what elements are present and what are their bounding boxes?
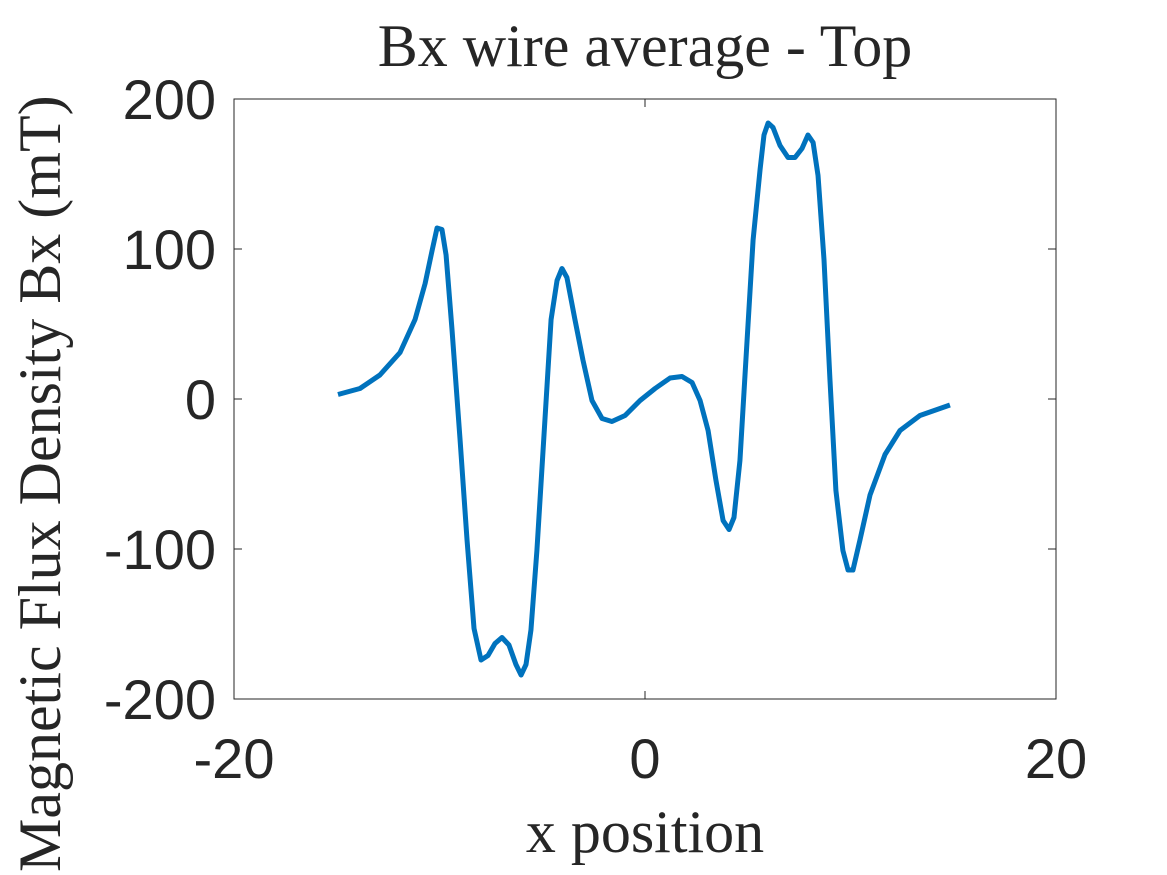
y-tick-label: -100 <box>104 518 216 581</box>
y-axis-label: Magnetic Flux Density Bx (mT) <box>7 95 73 872</box>
x-tick-label: -20 <box>194 727 275 790</box>
y-tick-label: 100 <box>123 218 216 281</box>
x-tick-label: 0 <box>629 727 660 790</box>
x-tick-label: 20 <box>1025 727 1087 790</box>
y-tick-label: 200 <box>123 68 216 131</box>
chart-title: Bx wire average - Top <box>378 13 913 79</box>
data-line <box>337 120 951 678</box>
y-tick-label: -200 <box>104 668 216 731</box>
x-axis-label: x position <box>526 799 764 865</box>
y-tick-label: 0 <box>185 368 216 431</box>
